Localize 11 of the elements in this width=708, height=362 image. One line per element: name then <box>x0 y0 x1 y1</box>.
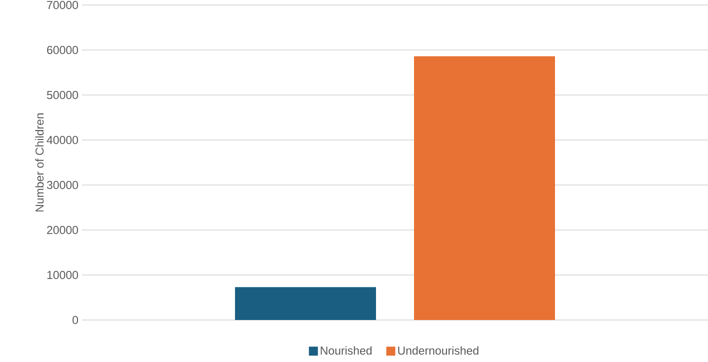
y-tick-label: 50000 <box>46 90 78 100</box>
y-tick-label: 30000 <box>46 180 78 190</box>
y-tick-label: 20000 <box>47 226 78 234</box>
legend-label: Nourished <box>320 346 372 355</box>
y-tick-label: 10000 <box>47 270 78 280</box>
y-tick-label: 60000 <box>47 46 78 54</box>
legend-label: Undernourished <box>398 346 478 355</box>
y-tick-label: 70000 <box>47 0 78 10</box>
y-tick-label: 0 <box>72 316 78 324</box>
y-axis-title: Number of Children <box>35 113 44 212</box>
y-tick-label: 40000 <box>46 136 78 144</box>
